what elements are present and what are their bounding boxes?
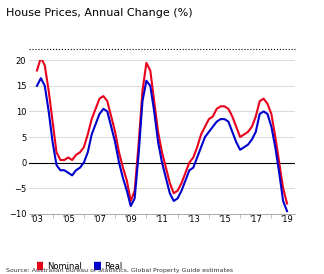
Text: House Prices, Annual Change (%): House Prices, Annual Change (%) [6,8,193,18]
Text: Source: Australian Bureau of Statistics, Global Property Guide estimates: Source: Australian Bureau of Statistics,… [6,268,234,273]
Legend: Nominal, Real: Nominal, Real [33,258,126,274]
